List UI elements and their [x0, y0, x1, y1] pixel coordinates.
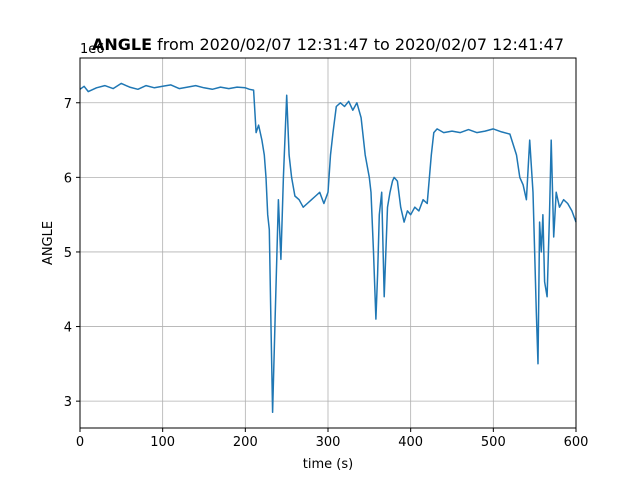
x-tick-label: 200	[233, 435, 258, 450]
gridlines	[79, 58, 577, 428]
x-tick-label: 0	[76, 435, 84, 450]
x-tick-label: 300	[316, 435, 341, 450]
y-tick-labels: 3 4 5 6 7	[64, 97, 72, 410]
y-tick-label: 4	[64, 321, 72, 336]
y-tick-label: 3	[64, 395, 72, 410]
x-axis-label: time (s)	[303, 457, 353, 472]
x-tick-label: 600	[564, 435, 589, 450]
x-tick-label: 400	[398, 435, 423, 450]
y-tick-label: 7	[64, 97, 72, 112]
chart-title: ANGLE from 2020/02/07 12:31:47 to 2020/0…	[92, 35, 564, 54]
chart-title-rest: from 2020/02/07 12:31:47 to 2020/02/07 1…	[152, 35, 564, 54]
x-tick-labels: 0 100 200 300 400 500 600	[76, 435, 589, 450]
tick-marks	[76, 102, 577, 432]
x-tick-label: 100	[150, 435, 175, 450]
series-line	[79, 82, 577, 414]
x-tick-label: 500	[481, 435, 506, 450]
y-offset-label: 1e6	[80, 42, 105, 57]
y-axis-label: ANGLE	[41, 221, 56, 265]
y-tick-label: 6	[64, 171, 72, 186]
y-tick-label: 5	[64, 246, 72, 261]
chart-title-bold: ANGLE	[92, 35, 152, 54]
